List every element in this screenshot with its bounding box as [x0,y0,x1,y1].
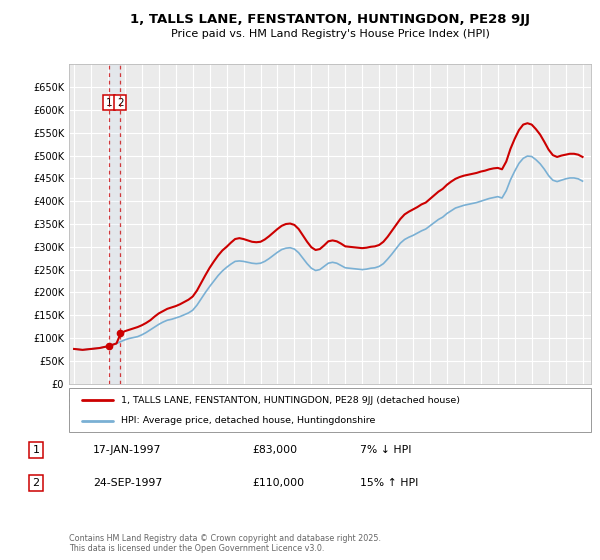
Text: £110,000: £110,000 [252,478,304,488]
FancyBboxPatch shape [69,388,591,432]
Text: 7% ↓ HPI: 7% ↓ HPI [360,445,412,455]
Text: 1, TALLS LANE, FENSTANTON, HUNTINGDON, PE28 9JJ (detached house): 1, TALLS LANE, FENSTANTON, HUNTINGDON, P… [121,395,460,404]
Text: 15% ↑ HPI: 15% ↑ HPI [360,478,418,488]
Text: 1, TALLS LANE, FENSTANTON, HUNTINGDON, PE28 9JJ: 1, TALLS LANE, FENSTANTON, HUNTINGDON, P… [130,13,530,26]
Text: 1: 1 [106,97,112,108]
Text: 2: 2 [32,478,40,488]
Text: £83,000: £83,000 [252,445,297,455]
Text: HPI: Average price, detached house, Huntingdonshire: HPI: Average price, detached house, Hunt… [121,416,376,425]
Text: 24-SEP-1997: 24-SEP-1997 [93,478,162,488]
Text: 1: 1 [32,445,40,455]
Text: 2: 2 [117,97,124,108]
Text: Price paid vs. HM Land Registry's House Price Index (HPI): Price paid vs. HM Land Registry's House … [170,29,490,39]
Text: 17-JAN-1997: 17-JAN-1997 [93,445,161,455]
Text: Contains HM Land Registry data © Crown copyright and database right 2025.
This d: Contains HM Land Registry data © Crown c… [69,534,381,553]
Bar [109,64,121,384]
